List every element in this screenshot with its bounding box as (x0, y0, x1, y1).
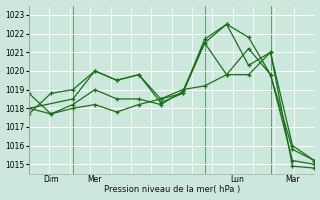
X-axis label: Pression niveau de la mer( hPa ): Pression niveau de la mer( hPa ) (104, 185, 240, 194)
